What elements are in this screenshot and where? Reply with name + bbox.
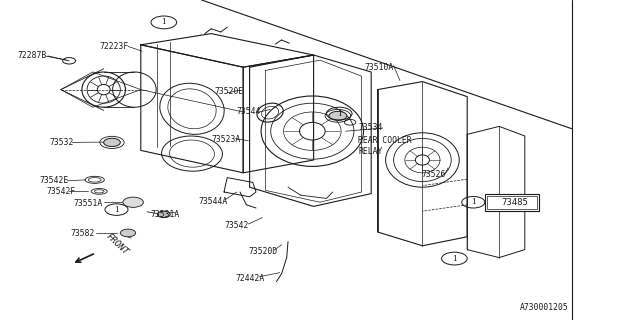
- Text: A730001205: A730001205: [520, 303, 568, 312]
- Text: 73510A: 73510A: [365, 63, 394, 72]
- Text: FRONT: FRONT: [104, 232, 130, 257]
- Text: 73542: 73542: [224, 221, 248, 230]
- Bar: [488, 196, 536, 209]
- Text: 73542F: 73542F: [46, 188, 76, 196]
- Text: 73551A: 73551A: [74, 199, 103, 208]
- Circle shape: [157, 211, 170, 218]
- Text: 73534: 73534: [358, 124, 383, 132]
- Text: 72287B: 72287B: [18, 52, 47, 60]
- Text: 73526: 73526: [421, 170, 445, 179]
- Text: 1: 1: [471, 198, 476, 206]
- Text: 73544A: 73544A: [198, 197, 228, 206]
- Text: 73523A: 73523A: [211, 135, 241, 144]
- Text: 73542E: 73542E: [40, 176, 69, 185]
- Text: 1: 1: [452, 255, 457, 262]
- Text: REAR COOLER: REAR COOLER: [358, 136, 412, 145]
- Text: 73485: 73485: [502, 198, 529, 207]
- Text: 1: 1: [114, 206, 119, 214]
- Text: 73532: 73532: [49, 138, 74, 147]
- Text: 73520E: 73520E: [214, 87, 244, 96]
- Text: 73531A: 73531A: [150, 210, 180, 219]
- Text: 73582: 73582: [70, 229, 95, 238]
- Text: 72442A: 72442A: [236, 274, 265, 283]
- Text: 73544: 73544: [237, 108, 261, 116]
- Text: 73520D: 73520D: [248, 247, 278, 256]
- Text: 1: 1: [337, 109, 342, 117]
- Circle shape: [123, 197, 143, 207]
- Circle shape: [120, 229, 136, 237]
- Text: RELAY: RELAY: [358, 148, 383, 156]
- Text: 72223F: 72223F: [99, 42, 129, 51]
- Text: 1: 1: [161, 18, 166, 26]
- Circle shape: [329, 111, 347, 120]
- Circle shape: [104, 138, 120, 147]
- Bar: [485, 194, 540, 211]
